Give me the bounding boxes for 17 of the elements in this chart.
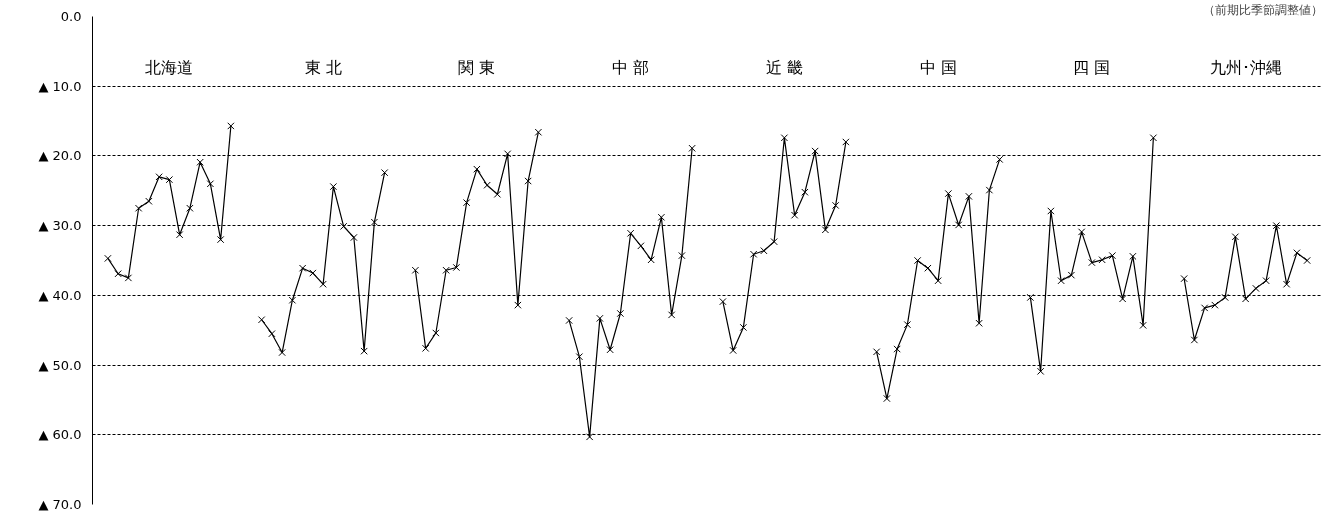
annotation: 関 東 (458, 57, 496, 77)
y-tick-label: ▲ 40.0 (38, 287, 82, 303)
y-tick-label: ▲ 60.0 (38, 427, 82, 443)
y-tick-label: ▲ 50.0 (38, 357, 82, 373)
y-tick-label: ▲ 20.0 (38, 148, 82, 164)
chart-subtitle: （前期比季節調整値） (1202, 2, 1322, 17)
annotation: 四 国 (1073, 57, 1111, 77)
annotation: 東 北 (304, 57, 342, 77)
annotation: 九州･沖縄 (1209, 57, 1282, 77)
y-tick-label: 0.0 (60, 9, 82, 24)
y-tick-label: ▲ 70.0 (38, 497, 82, 512)
y-tick-label: ▲ 30.0 (38, 218, 82, 234)
annotation: 北海道 (145, 57, 194, 77)
y-tick-label: ▲ 10.0 (38, 78, 82, 94)
annotation: 中 国 (919, 57, 957, 77)
annotation: 近 畿 (765, 57, 803, 77)
annotation: 中 部 (612, 57, 650, 77)
